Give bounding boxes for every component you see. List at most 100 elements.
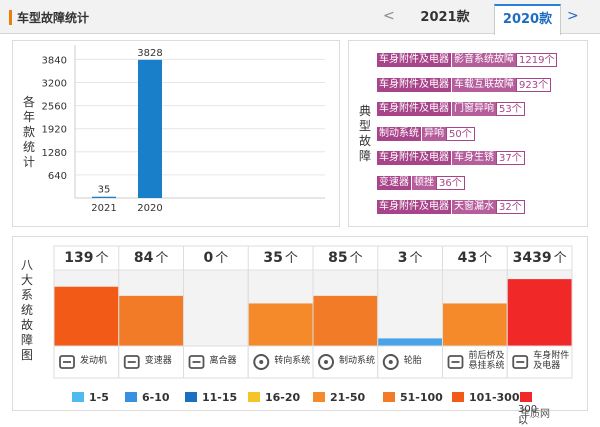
typical-fault-item[interactable]: 车身附件及电器 门窗异响 53个 [377,102,525,116]
system-count-unit: 个 [215,251,229,266]
fault-sub-tag: 车载互联故障 [451,77,516,92]
system-fill-bar [248,303,313,346]
system-category-label: 制动系统 [339,356,376,366]
category-cell-bg [247,345,314,379]
gearbox-icon [123,355,140,369]
legend-item: 21-50 [313,392,365,404]
suspension-icon [447,355,464,369]
typical-fault-item[interactable]: 车身附件及电器 天窗漏水 32个 [377,200,525,214]
vertical-label-char: 故 [358,134,371,148]
car-body-icon [512,355,529,369]
system-fill-bar [377,338,443,346]
fault-sub-tag: 门窗异响 [451,102,496,116]
legend-item: 51-100 [383,392,443,404]
legend-swatch [185,392,197,402]
legend-swatch [313,392,325,402]
x-tick-label: 2020 [137,203,162,214]
y-tick-label: 1280 [42,148,67,159]
fault-system-tag: 车身附件及电器 [377,200,451,214]
header: 车型故障统计 < 2021款 2020款 > [0,0,600,35]
vertical-label-char: 图 [20,348,33,362]
legend-swatch [72,392,84,402]
vertical-label-char: 各 [22,95,35,109]
typical-faults-vertical-label: 典型故障 [358,104,372,164]
tire-icon [382,354,399,370]
legend-swatch [248,392,260,402]
typical-fault-item[interactable]: 车身附件及电器 车身生锈 37个 [377,151,525,165]
category-cell-bg [377,345,443,379]
system-count: 43 个 [443,246,508,270]
fault-system-tag: 车身附件及电器 [377,53,451,67]
bar-2021 [92,196,116,198]
legend-swatch [452,392,464,402]
typical-fault-item[interactable]: 车身附件及电器 影音系统故障 1219个 [377,53,558,67]
system-count-number: 3439 [512,250,552,266]
legend-swatch [520,392,532,402]
vertical-label-char: 故 [20,318,33,332]
fault-system-tag: 变速器 [377,175,411,190]
x-tick-label: 2021 [91,203,116,214]
system-category-label: 轮胎 [403,356,422,366]
legend-label: 11-15 [202,391,238,404]
system-cell-bg [377,269,443,347]
vertical-label-char: 款 [22,125,35,139]
page-title: 车型故障统计 [17,11,90,25]
system-count-unit: 个 [284,251,298,266]
vertical-label-char: 计 [22,155,35,169]
fault-sub-tag: 车身生锈 [451,151,496,165]
vertical-label-char: 统 [20,303,33,317]
legend-item: 6-10 [125,392,170,404]
vertical-label-char: 统 [22,140,35,154]
tab-2021[interactable]: 2021款 [420,10,470,25]
prev-arrow-button[interactable]: < [383,8,395,24]
system-count-unit: 个 [409,251,423,266]
fault-sub-tag: 天窗漏水 [451,200,496,214]
system-count-number: 0 [203,250,214,266]
legend-label: 101-300 [469,391,520,404]
y-tick-label: 3840 [42,55,67,66]
bar-data-label: 35 [98,185,111,196]
clutch-icon [188,355,205,369]
system-category-label: 转向系统 [274,356,311,366]
fault-count-badge: 37个 [496,151,525,165]
typical-fault-item[interactable]: 变速器 顿挫 36个 [377,175,465,190]
vertical-label-char: 系 [20,288,33,302]
vertical-label-char: 八 [20,258,33,272]
fault-count-badge: 50个 [446,126,475,141]
system-category-label: 离合器 [209,356,237,366]
vertical-label-char: 障 [358,149,371,163]
legend-item: 11-15 [185,392,237,404]
year-chart-vertical-label: 各年款统计 [22,95,36,170]
vertical-label-char: 年 [22,110,35,124]
brake-disc-icon [318,354,334,370]
system-category-label: 变速器 [144,356,172,366]
fault-system-tag: 车身附件及电器 [377,77,451,92]
typical-fault-item[interactable]: 制动系统 异响 50个 [377,126,475,141]
next-arrow-button[interactable]: > [567,8,579,24]
legend-swatch [383,392,395,402]
system-cell-bg [183,269,249,347]
vertical-label-char: 典 [358,104,371,118]
legend-label: 6-10 [142,391,170,404]
system-fill-bar [54,286,119,346]
fault-sub-tag: 影音系统故障 [451,53,516,67]
fault-count-badge: 32个 [496,200,525,214]
y-tick-label: 1920 [42,125,67,136]
bar-2020 [138,59,162,198]
legend-swatch [125,392,137,402]
y-tick-label: 3200 [42,78,67,89]
system-count: 85 个 [313,246,378,270]
system-count-number: 43 [457,250,478,266]
system-count: 3439 个 [507,246,572,270]
system-count: 35 个 [248,246,313,270]
legend-label: 16-20 [265,391,301,404]
fault-system-tag: 制动系统 [377,126,421,141]
system-count-unit: 个 [349,251,363,266]
typical-fault-item[interactable]: 车身附件及电器 车载互联故障 923个 [377,77,552,92]
system-category-label: 车身附件及电器 [533,351,570,371]
system-count: 139 个 [54,246,119,270]
tab-2020[interactable]: 2020款 [494,4,561,35]
